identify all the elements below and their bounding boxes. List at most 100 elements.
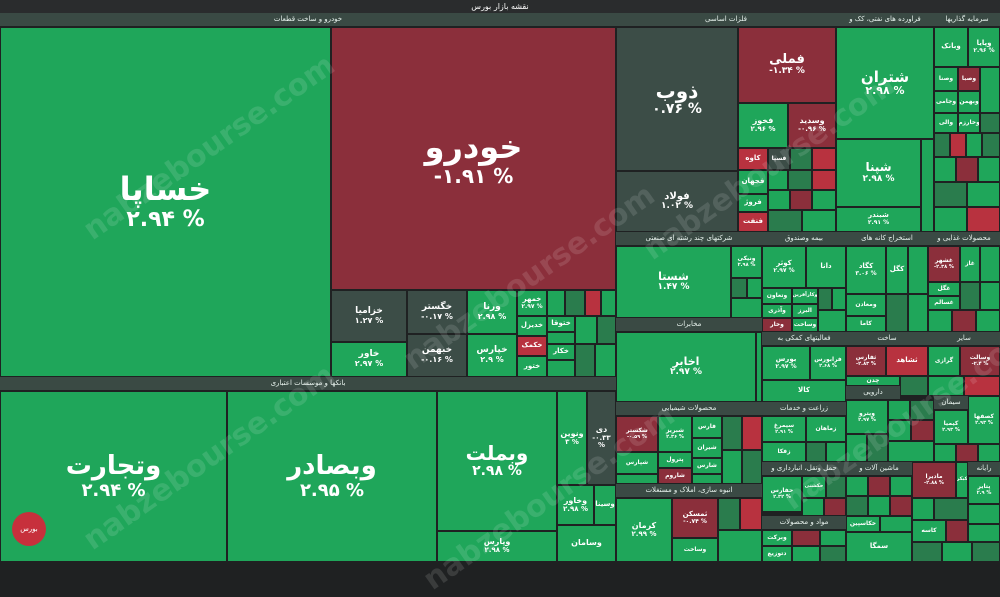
tile-small[interactable]: [982, 133, 1000, 157]
sector-header-machines[interactable]: ماشین آلات و: [846, 462, 912, 476]
tile-khzamia[interactable]: خزامیا ۱.۲۷ %: [331, 290, 407, 342]
sector-header-cement[interactable]: سیمان: [934, 396, 968, 410]
tile-tmaskan[interactable]: ثمسکن -۰.۷۴ %: [672, 498, 718, 538]
tile-small[interactable]: [818, 310, 846, 332]
tile-small[interactable]: [868, 476, 890, 496]
tile-vkarafarin[interactable]: وکارآفرین: [792, 288, 818, 304]
tile-small[interactable]: [912, 542, 942, 562]
tile-vali[interactable]: والی: [934, 113, 958, 133]
sector-header-materials[interactable]: مواد و محصولات: [762, 516, 846, 530]
tile-small[interactable]: [980, 67, 1000, 113]
tile-bpars[interactable]: پتایر ۲.۹ %: [968, 476, 1000, 504]
tile-small[interactable]: [802, 210, 836, 232]
tile-khkar[interactable]: خکار: [547, 344, 575, 360]
tile-fjahan[interactable]: فجهان: [738, 170, 768, 194]
tile-small[interactable]: [978, 444, 1000, 462]
tile-small[interactable]: [731, 278, 747, 298]
tile-shatran[interactable]: شتران ۲.۹۸ %: [836, 27, 934, 139]
tile-vbahman[interactable]: وبهمن: [958, 91, 980, 113]
tile-small[interactable]: [934, 157, 956, 182]
tile-kgol[interactable]: کگل: [886, 246, 908, 294]
tile-small[interactable]: [826, 476, 846, 498]
tile-sharas[interactable]: شارس: [692, 458, 722, 474]
tile-small[interactable]: [718, 530, 762, 562]
tile-vbsader[interactable]: وبصادر ۲.۹۵ %: [227, 391, 437, 562]
tile-small[interactable]: [911, 420, 934, 441]
tile-fkhoz[interactable]: فخوز ۲.۹۶ %: [738, 103, 788, 148]
tile-small[interactable]: [952, 310, 976, 332]
tile-small[interactable]: [964, 376, 1000, 396]
tile-foolad[interactable]: فولاد ۱.۰۲ %: [616, 171, 738, 232]
sector-header-farm[interactable]: زراعت و خدمات: [762, 402, 846, 416]
tile-small[interactable]: [934, 207, 967, 232]
tile-small[interactable]: [790, 190, 812, 210]
tile-kesifha[interactable]: کصفها ۲.۹۳ %: [968, 396, 1000, 444]
tile-vnovin[interactable]: ونوین ۳ %: [557, 391, 587, 485]
tile-khtoor[interactable]: ختور: [517, 356, 547, 377]
tile-small[interactable]: [846, 434, 867, 462]
tile-vsapa[interactable]: وصبا: [958, 67, 980, 91]
tile-small[interactable]: [742, 450, 762, 484]
tile-small[interactable]: [928, 310, 952, 332]
tile-small[interactable]: [575, 344, 595, 377]
tile-small[interactable]: [980, 282, 1000, 310]
tile-small[interactable]: [956, 157, 978, 182]
tile-small[interactable]: [928, 376, 964, 396]
tile-khbahman[interactable]: خبهمن -۰.۱۶ %: [407, 334, 467, 377]
tile-small[interactable]: [886, 294, 908, 332]
tile-small[interactable]: [967, 182, 1000, 207]
tile-khodro[interactable]: خودرو -۱.۹۱ %: [331, 27, 616, 290]
tile-khegostar[interactable]: خگستر -۰.۱۷ %: [407, 290, 467, 334]
tile-small[interactable]: [601, 290, 616, 316]
tile-fnft[interactable]: فنفت: [738, 212, 768, 232]
tile-small[interactable]: [812, 190, 836, 210]
tile-shparas[interactable]: شپارس: [616, 452, 658, 474]
sector-header-oil[interactable]: فراورده های نفتی، کک و: [836, 13, 934, 27]
tile-small[interactable]: [768, 170, 788, 190]
tile-small[interactable]: [880, 516, 912, 532]
tile-small[interactable]: [888, 400, 910, 420]
tile-small[interactable]: [888, 420, 911, 441]
tile-small[interactable]: [742, 416, 762, 450]
tile-small[interactable]: [824, 498, 846, 516]
tile-vesalat[interactable]: وسالت -۲.۴ %: [960, 346, 1000, 376]
tile-semga[interactable]: سمگا: [846, 532, 912, 562]
tile-small[interactable]: [616, 474, 658, 484]
tile-small[interactable]: [950, 133, 966, 157]
tile-vpaya[interactable]: وپایا ۲.۹۶ %: [968, 27, 1000, 67]
tile-khkaspian[interactable]: خکاسپین: [846, 516, 880, 532]
tile-shpna[interactable]: شپنا ۲.۹۸ %: [836, 139, 921, 207]
tile-small[interactable]: [934, 498, 968, 520]
tile-vmaaden[interactable]: ومعادن: [846, 294, 886, 316]
sector-header-chem[interactable]: محصولات شیمیایی: [616, 402, 762, 416]
tile-small[interactable]: [980, 246, 1000, 282]
sector-header-pharma[interactable]: دارویی: [846, 386, 900, 400]
tile-shekster[interactable]: شکستر -۰.۵۹ %: [616, 416, 658, 452]
tile-small[interactable]: [768, 210, 802, 232]
tile-small[interactable]: [942, 542, 972, 562]
tile-vtavan[interactable]: وتعاون: [762, 288, 792, 304]
tile-dtawoz[interactable]: دتوزیع: [762, 546, 792, 562]
tile-small[interactable]: [908, 246, 928, 294]
tile-small[interactable]: [868, 496, 890, 516]
sector-header-food[interactable]: محصولات غذایی و: [928, 232, 1000, 246]
tile-small[interactable]: [910, 400, 934, 420]
tile-vsina[interactable]: وسینا: [594, 485, 616, 525]
tile-ghsalam[interactable]: غسالم: [928, 296, 960, 310]
sector-header-insurance[interactable]: بیمه وصندوق: [762, 232, 846, 246]
tile-vsadid[interactable]: وسدید -۰.۹۶ %: [788, 103, 836, 148]
tile-khiaras[interactable]: خپارس ۲.۹ %: [467, 334, 517, 377]
tile-small[interactable]: [547, 360, 575, 377]
tile-vsaman[interactable]: وسامان: [557, 525, 616, 562]
tile-small[interactable]: [900, 376, 928, 396]
tile-zfl[interactable]: زفکا: [762, 442, 806, 462]
tile-simorgh[interactable]: سیمرغ ۲.۹۱ %: [762, 416, 806, 442]
sector-header-mining[interactable]: استخراج کانه های: [846, 232, 928, 246]
tile-small[interactable]: [890, 496, 912, 516]
tile-small[interactable]: [956, 444, 978, 462]
tile-kala[interactable]: کالا: [762, 380, 846, 402]
tile-small[interactable]: [820, 546, 846, 562]
tile-small[interactable]: [972, 542, 1000, 562]
tile-fsapa[interactable]: فسپا: [768, 148, 790, 170]
tile-fameli[interactable]: فملی -۱.۳۴ %: [738, 27, 836, 103]
